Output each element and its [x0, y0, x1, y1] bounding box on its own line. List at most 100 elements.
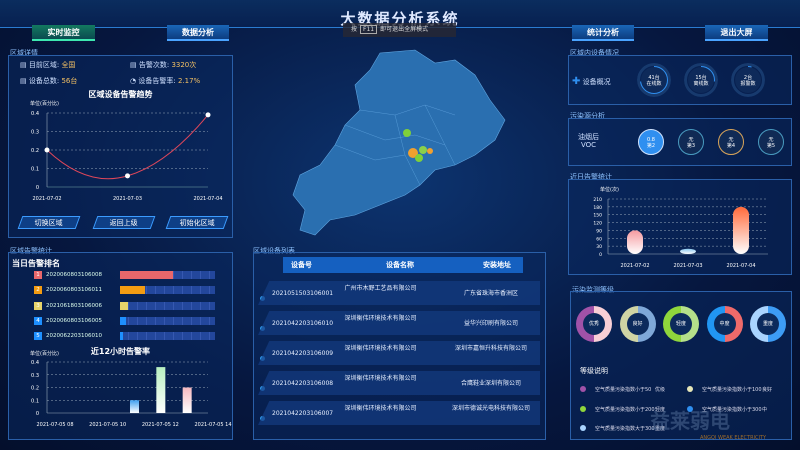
legend-dot — [580, 425, 586, 431]
x-tick-label: 2021-07-05 08 — [36, 422, 73, 428]
bar — [130, 400, 139, 413]
devices-value: 56台 — [61, 77, 78, 85]
alarm-panel — [8, 252, 233, 440]
region-panel-title: 区域详情 — [10, 49, 38, 57]
table-row[interactable]: 2021042203106009 深圳衡伟环境技术有限公司 深圳市嘉恒升科技有限… — [258, 341, 540, 365]
rate-row: ◔ 设备告警率: 2.17% — [130, 76, 200, 86]
region-panel — [8, 55, 233, 238]
data-analysis-button[interactable]: 数据分析 — [167, 25, 229, 41]
y-tick-label: 30 — [596, 244, 602, 250]
install-address: 深圳市嘉恒升科技有限公司 — [454, 345, 527, 352]
doc-icon: ▤ — [20, 77, 29, 85]
pollutant-item[interactable]: 0.8 第2 — [638, 129, 664, 155]
region-map[interactable] — [285, 45, 515, 240]
y-tick-label: 0.4 — [31, 111, 39, 117]
bar — [627, 230, 643, 254]
table-header: 设备号 设备名称 安装地址 — [283, 257, 523, 273]
device-id: 2021051503106001 — [272, 290, 334, 297]
hint-text: 按 — [351, 26, 358, 33]
rank-bar — [120, 332, 215, 341]
levels-title: 污染监测等级 — [572, 286, 614, 294]
rank-bar — [120, 271, 215, 279]
pollutant-type: 油烟后 — [578, 133, 599, 141]
y-tick-label: 0 — [599, 252, 602, 258]
watermark-logo: 益莱弱电 — [650, 409, 730, 433]
y-tick-label: 210 — [593, 197, 602, 203]
pollutant-item[interactable]: 无第5 — [758, 129, 784, 155]
pollutant-rank: 第5 — [766, 143, 776, 149]
table-row[interactable]: 2021042203106008 深圳衡伟环境技术有限公司 合鹰鞋业深圳有限公司 — [258, 371, 540, 395]
bar — [680, 248, 696, 254]
rank-bar — [120, 316, 215, 325]
alarm-label: 告警次数: — [138, 61, 170, 69]
table-row[interactable]: 2021051503106001 广州市木野工艺品有限公司 广东省珠海市香洲区 — [258, 281, 540, 305]
rank-badge: 5 — [34, 332, 42, 341]
y-tick-label: 90 — [596, 228, 602, 234]
realtime-monitor-button[interactable]: 实时监控 — [32, 25, 95, 41]
legend-dot — [687, 406, 693, 412]
legend-text: 空气质量污染指数小于100 — [702, 387, 762, 393]
legend-dot — [580, 386, 586, 392]
rank-badge: 2 — [34, 286, 42, 295]
y-tick-label: 0 — [36, 185, 39, 191]
legend-level: 中 — [762, 407, 768, 413]
level-donut: 良好 — [619, 306, 656, 342]
x-tick-label: 2021-07-05 14 — [194, 422, 231, 428]
table-row[interactable]: 2021042203106007 深圳衡伟环境技术有限公司 深圳市德诚光电科技有… — [258, 401, 540, 425]
legend-text: 空气质量污染指数大于300 — [595, 426, 655, 432]
pollutant-item[interactable]: 无第4 — [718, 129, 744, 155]
ranking-title: 当日告警排名 — [12, 259, 60, 268]
y-tick-label: 180 — [593, 205, 602, 211]
bar — [182, 387, 192, 413]
rate-chart-title: 近12小时告警率 — [90, 347, 151, 356]
rank-device-id: 2020062203106010 — [46, 333, 102, 340]
y-tick-label: 0.1 — [31, 398, 39, 404]
data-point — [44, 147, 50, 153]
y-tick-label: 0.2 — [31, 386, 39, 392]
install-address: 益华兴印刷有限公司 — [463, 320, 518, 327]
fullscreen-hint: 按 F11 即可退出全屏模式 — [343, 23, 456, 37]
x-tick-label: 2021-07-04 — [726, 263, 755, 269]
hourly-bar-chart: 0 0.1 0.2 0.3 0.4 2021-07-05 08 2021-07-05 10 2… — [31, 360, 231, 428]
devices-row: ▤ 设备总数: 56台 — [20, 76, 77, 86]
device-ring: 2台 报警数 — [731, 63, 765, 97]
level-donut: 轻度 — [663, 306, 699, 342]
rank-device-id: 2020060803106011 — [46, 287, 102, 294]
recent-panel — [568, 179, 792, 275]
rank-device-id: 2021061803106006 — [46, 302, 102, 309]
area-value: 全国 — [61, 61, 76, 69]
device-name: 深圳衡伟环境技术有限公司 — [344, 375, 417, 382]
legend-level: 良好 — [762, 387, 773, 393]
exit-fullscreen-button[interactable]: 退出大屏 — [705, 25, 768, 41]
y-tick-label: 60 — [596, 236, 602, 242]
ring-label: 离线数 — [693, 81, 709, 87]
x-tick-label: 2021-07-05 10 — [89, 422, 126, 428]
trend-unit: 单位(百分比) — [30, 101, 59, 107]
rank-bar-fill — [120, 271, 174, 279]
x-tick-label: 2021-07-04 — [193, 196, 222, 202]
legend-level: 重度 — [655, 426, 666, 432]
rank-device-id: 2020060803106008 — [46, 272, 102, 278]
rank-badge: 3 — [34, 301, 42, 310]
statistics-button[interactable]: 统计分析 — [572, 25, 634, 41]
devices-label: 设备总数: — [28, 77, 60, 85]
rate-value: 2.17% — [177, 77, 201, 85]
legend-text: 空气质量污染指数小于200 — [595, 407, 655, 413]
y-tick-label: 120 — [593, 221, 602, 227]
pollutant-rank: 第3 — [686, 143, 696, 149]
pollutant-label: 油烟后 VOC — [578, 133, 599, 149]
x-tick-label: 2021-07-02 — [620, 263, 649, 269]
pie-icon: ◔ — [130, 77, 139, 85]
area-row: ▤ 目前区域: 全国 — [20, 60, 75, 70]
device-name: 深圳衡伟环境技术有限公司 — [344, 315, 417, 322]
pollutant-rank: 第2 — [646, 143, 656, 149]
pollutant-title: 污染源分析 — [570, 112, 605, 120]
recent-unit: 单位(次) — [600, 187, 619, 193]
rank-bar-fill — [120, 301, 128, 310]
pollutant-item[interactable]: 无第3 — [678, 129, 704, 155]
table-row[interactable]: 2021042203106010 深圳衡伟环境技术有限公司 益华兴印刷有限公司 — [258, 311, 540, 335]
column-header: 设备名称 — [386, 261, 414, 269]
pollutant-rank: 第4 — [726, 143, 736, 149]
device-ring: 41台 在线数 — [637, 63, 671, 97]
